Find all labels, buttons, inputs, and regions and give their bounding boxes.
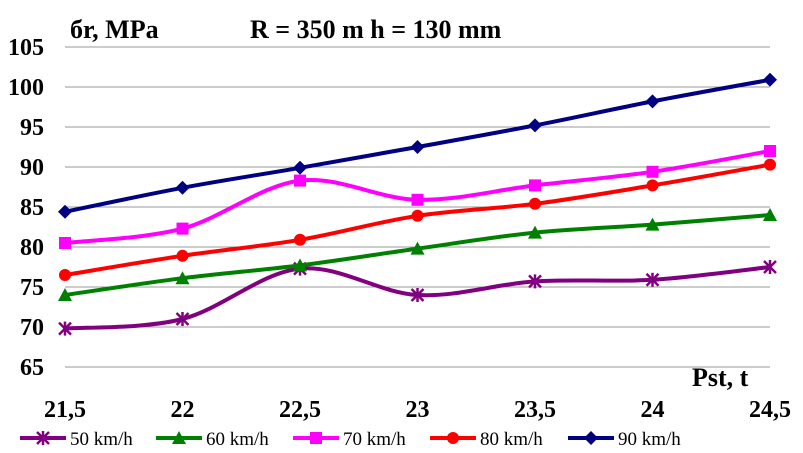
legend-label: 80 km/h [480, 429, 543, 450]
legend-item: 70 km/h [293, 429, 406, 450]
legend-label: 70 km/h [343, 429, 406, 450]
data-point [528, 225, 542, 239]
x-tick-label: 22,5 [279, 397, 321, 423]
data-point [763, 208, 777, 221]
legend-marker [447, 432, 459, 444]
y-tick-label: 65 [20, 355, 44, 381]
data-point [646, 165, 659, 178]
data-point [176, 249, 189, 262]
data-point [646, 179, 659, 192]
data-point [529, 197, 541, 210]
data-point [529, 179, 541, 192]
y-tick-label: 95 [20, 115, 44, 141]
data-point [528, 274, 542, 289]
data-point [528, 118, 542, 133]
data-point [763, 260, 777, 274]
data-point [410, 140, 425, 154]
data-point [411, 209, 424, 222]
data-point [293, 160, 307, 175]
series-line [64, 213, 771, 297]
data-point [410, 241, 425, 255]
data-point [175, 271, 190, 285]
legend-marker [36, 431, 50, 445]
series-90-km-h [58, 72, 777, 219]
x-axis-label: Pst, t [692, 363, 749, 392]
legend-label: 60 km/h [206, 429, 269, 450]
grid-lines [65, 46, 770, 368]
series-60-km-h [58, 208, 777, 301]
chart-title: R = 350 m h = 130 mm [250, 15, 502, 44]
x-tick-label: 23 [406, 397, 430, 423]
data-point [58, 204, 72, 219]
data-point [645, 272, 660, 287]
legend-item: 50 km/h [20, 429, 133, 450]
data-point [294, 233, 306, 246]
x-tick-label: 23,5 [514, 397, 556, 423]
legend-label: 50 km/h [70, 429, 133, 450]
data-point [764, 158, 776, 171]
data-point [764, 145, 776, 157]
data-point [58, 288, 72, 301]
series-50-km-h [58, 260, 777, 336]
legend-marker [584, 431, 598, 445]
x-tick-label: 22 [171, 397, 195, 423]
data-point [59, 269, 71, 281]
data-point [175, 180, 190, 195]
legend-item: 80 km/h [430, 429, 543, 450]
data-point [763, 72, 777, 87]
y-tick-label: 85 [20, 195, 44, 221]
data-point [410, 288, 425, 302]
data-point [175, 312, 190, 326]
y-tick-label: 80 [20, 235, 44, 261]
y-axis-ticks: 65 70 75 80 85 90 95 100 105 [8, 35, 44, 381]
legend-item: 90 km/h [568, 429, 681, 450]
legend: 50 km/h 60 km/h 70 km/h 80 km/h 90 km/h [20, 429, 681, 450]
data-point [294, 174, 306, 187]
x-axis-ticks: 21,5 22 22,5 23 23,5 24 24,5 [44, 397, 791, 423]
data-point [176, 222, 189, 235]
y-tick-label: 100 [8, 75, 44, 101]
x-tick-label: 24 [641, 397, 665, 423]
legend-marker [172, 431, 186, 444]
y-axis-label: бr, MPa [70, 15, 159, 44]
x-tick-label: 21,5 [44, 397, 86, 423]
data-point [645, 217, 660, 231]
series-70-km-h [59, 145, 776, 249]
y-tick-label: 105 [8, 35, 44, 61]
data-point [58, 321, 72, 336]
series-80-km-h [59, 158, 776, 281]
legend-label: 90 km/h [618, 429, 681, 450]
y-tick-label: 75 [20, 275, 44, 301]
data-point [411, 193, 424, 206]
y-tick-label: 70 [20, 315, 44, 341]
y-tick-label: 90 [20, 155, 44, 181]
legend-marker [310, 432, 322, 444]
data-point [293, 258, 307, 272]
data-point [645, 94, 660, 109]
series-group [58, 72, 777, 336]
data-point [59, 237, 71, 249]
legend-item: 60 km/h [156, 429, 269, 450]
x-tick-label: 24,5 [749, 397, 791, 423]
